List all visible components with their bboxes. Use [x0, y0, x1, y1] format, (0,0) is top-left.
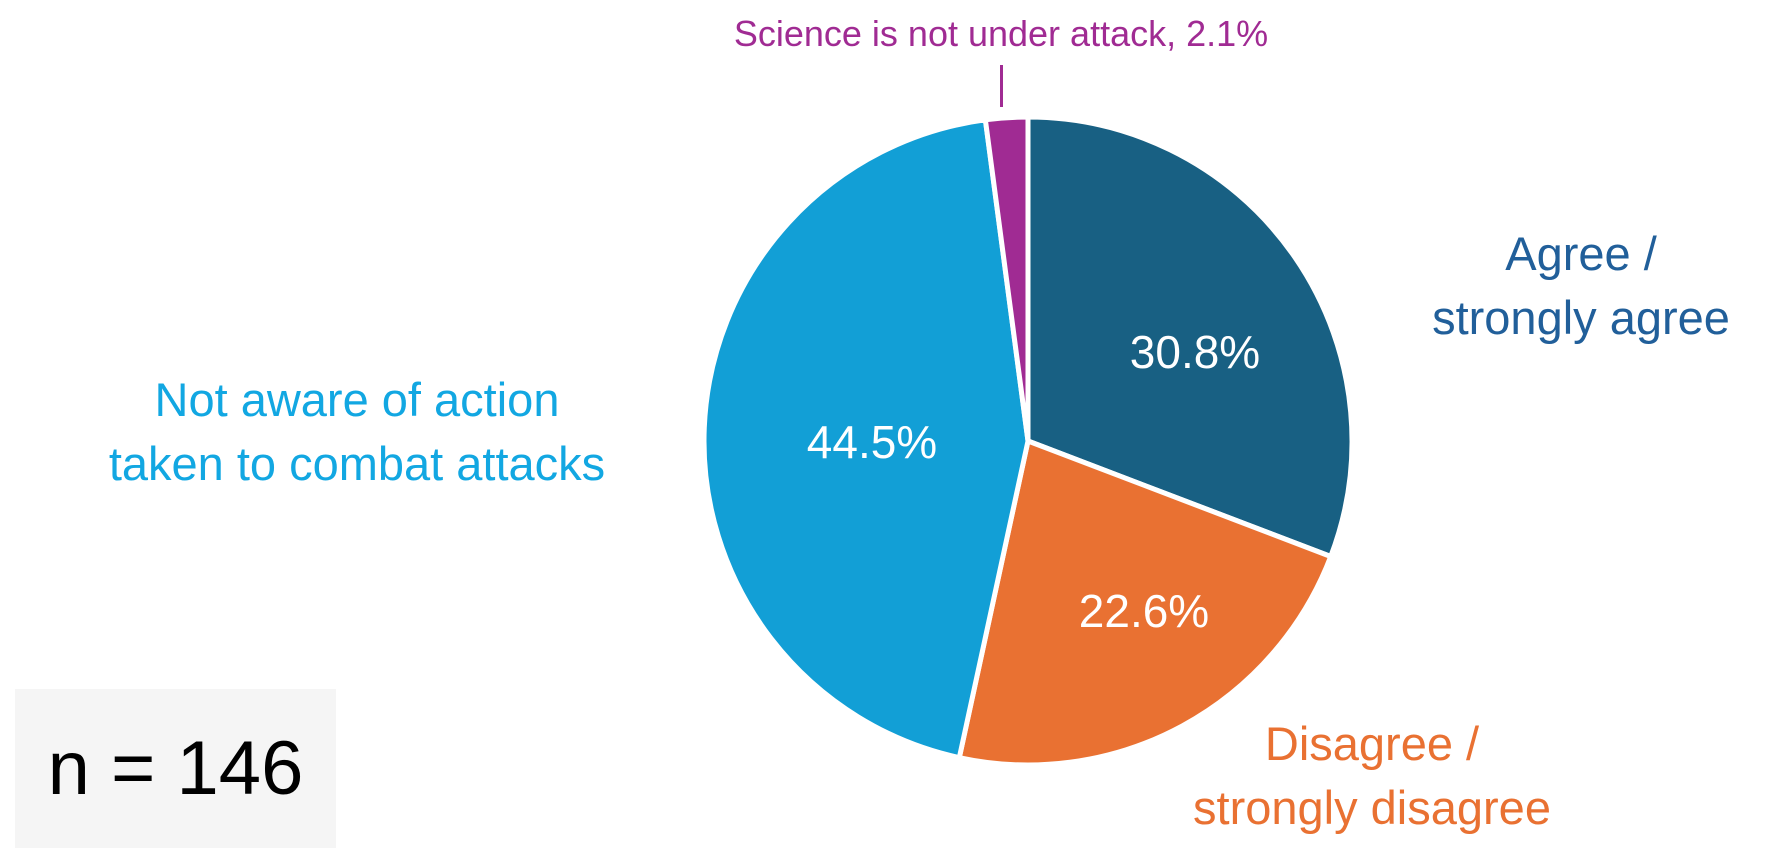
pie-slice-agree-strongly-agree: [1025, 114, 1355, 559]
not-aware-label: Not aware of action taken to combat atta…: [109, 368, 605, 496]
not-aware-percent: 44.5%: [806, 416, 938, 468]
agree-percent: 30.8%: [1129, 326, 1261, 378]
disagree-percent: 22.6%: [1078, 585, 1210, 637]
sample-size-box: n = 146: [15, 689, 336, 848]
agree-label-line1: Agree /: [1505, 227, 1657, 280]
sample-size-label: n = 146: [47, 726, 304, 811]
agree-label-line2: strongly agree: [1432, 291, 1730, 344]
pie-slice-disagree-strongly-disagree: [956, 438, 1334, 768]
agree-label: Agree / strongly agree: [1432, 222, 1730, 350]
not-aware-label-line1: Not aware of action: [154, 373, 560, 426]
disagree-label: Disagree / strongly disagree: [1193, 712, 1551, 840]
science-label: Science is not under attack, 2.1%: [733, 13, 1269, 54]
disagree-label-line1: Disagree /: [1264, 717, 1480, 770]
pie-slice-not-aware-of-action-taken-to-combat-attacks: [701, 117, 1031, 761]
pie-slice-science-is-not-under-attack: [982, 114, 1031, 444]
not-aware-label-line2: taken to combat attacks: [108, 437, 606, 490]
disagree-label-line2: strongly disagree: [1193, 781, 1551, 834]
science-leader-line: [1000, 65, 1003, 107]
